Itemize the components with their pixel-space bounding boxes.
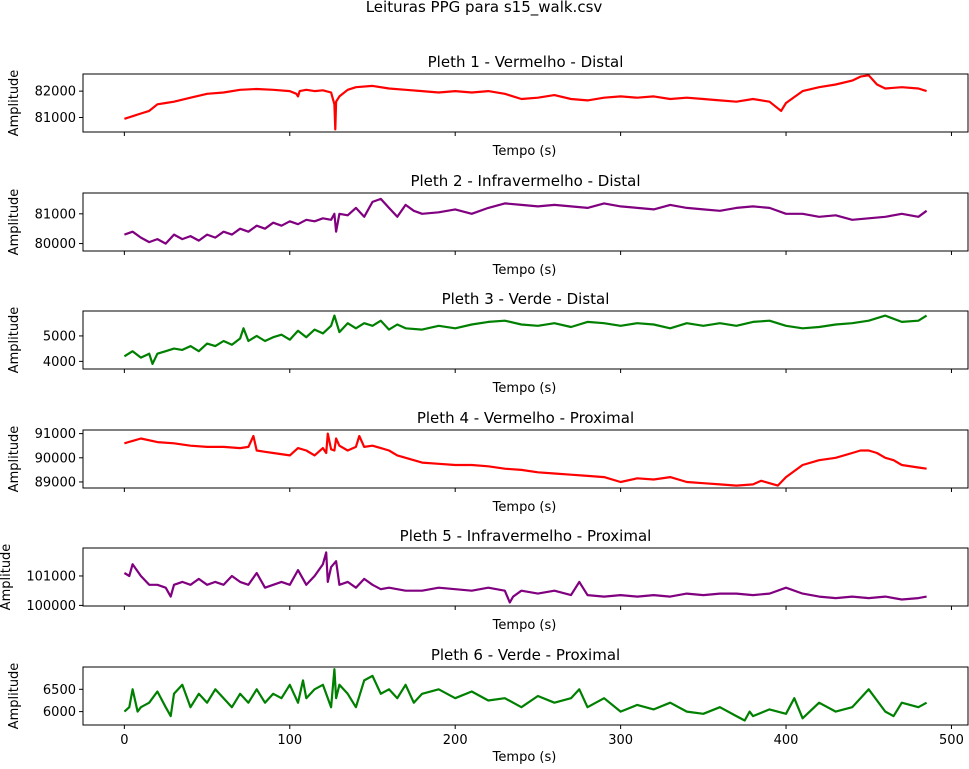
x-axis-label: Tempo (s) (492, 144, 557, 159)
x-tick-label: 0 (120, 733, 128, 748)
subplot-title: Pleth 4 - Vermelho - Proximal (417, 409, 634, 427)
subplot-1: Pleth 1 - Vermelho - Distal 81000 82000 Tem… (7, 53, 969, 159)
x-axis-label: Tempo (s) (492, 750, 557, 765)
x-axis-label: Tempo (s) (492, 500, 557, 515)
y-tick-label: 101000 (26, 569, 76, 584)
y-axis-label: Amplitude (7, 663, 22, 730)
y-tick-label: 82000 (35, 85, 76, 100)
y-axis-label: Amplitude (7, 189, 22, 256)
x-tick-label: 500 (939, 733, 964, 748)
y-tick-label: 100000 (26, 599, 76, 614)
subplots: Pleth 1 - Vermelho - Distal 81000 82000 Tem… (0, 53, 969, 765)
y-axis-label: Amplitude (7, 426, 22, 493)
series-line (123, 551, 927, 604)
subplot-title: Pleth 3 - Verde - Distal (442, 290, 610, 308)
subplot-title: Pleth 6 - Verde - Proximal (431, 646, 620, 664)
x-tick-label: 400 (774, 733, 799, 748)
y-tick-label: 80000 (35, 237, 76, 252)
series-line (124, 432, 927, 487)
axes-frame (82, 666, 969, 726)
x-axis-label: Tempo (s) (492, 381, 557, 396)
x-axis-label: Tempo (s) (492, 618, 557, 633)
axes-frame (82, 429, 969, 489)
y-tick-label: 89000 (35, 475, 76, 490)
y-axis-label: Amplitude (7, 70, 22, 137)
y-tick-label: 6500 (43, 683, 76, 698)
axes-frame (82, 73, 969, 133)
y-tick-label: 6000 (43, 705, 76, 720)
series-line (123, 668, 928, 722)
y-tick-label: 81000 (35, 207, 76, 222)
y-axis-label: Amplitude (0, 544, 14, 611)
axes-frame (82, 310, 969, 370)
y-tick-label: 4000 (43, 355, 76, 370)
subplot-3: Pleth 3 - Verde - Distal 4000 5000 Tempo (s… (7, 290, 969, 396)
axes-frame (82, 547, 969, 607)
subplot-6: Pleth 6 - Verde - Proximal 6000 6500 0 100 20… (7, 646, 969, 765)
y-tick-label: 5000 (43, 329, 76, 344)
subplot-title: Pleth 2 - Infravermelho - Distal (410, 172, 640, 190)
y-tick-label: 81000 (35, 111, 76, 126)
series-line (124, 74, 927, 131)
subplot-title: Pleth 5 - Infravermelho - Proximal (400, 527, 652, 545)
figure-suptitle: Leituras PPG para s15_walk.csv (366, 0, 603, 17)
subplot-title: Pleth 1 - Vermelho - Distal (428, 53, 624, 71)
axes-frame (82, 192, 969, 252)
subplot-2: Pleth 2 - Infravermelho - Distal 80000 810… (7, 172, 969, 278)
x-axis-label: Tempo (s) (492, 263, 557, 278)
y-tick-label: 90000 (35, 451, 76, 466)
subplot-4: Pleth 4 - Vermelho - Proximal 89000 90000 9… (7, 409, 969, 515)
series-line (124, 197, 928, 245)
subplot-5: Pleth 5 - Infravermelho - Proximal 100000… (0, 527, 969, 633)
y-tick-label: 91000 (35, 427, 76, 442)
x-tick-label: 300 (608, 733, 633, 748)
x-tick-label: 100 (277, 733, 302, 748)
x-tick-label: 200 (443, 733, 468, 748)
series-line (123, 314, 928, 365)
y-axis-label: Amplitude (7, 307, 22, 374)
